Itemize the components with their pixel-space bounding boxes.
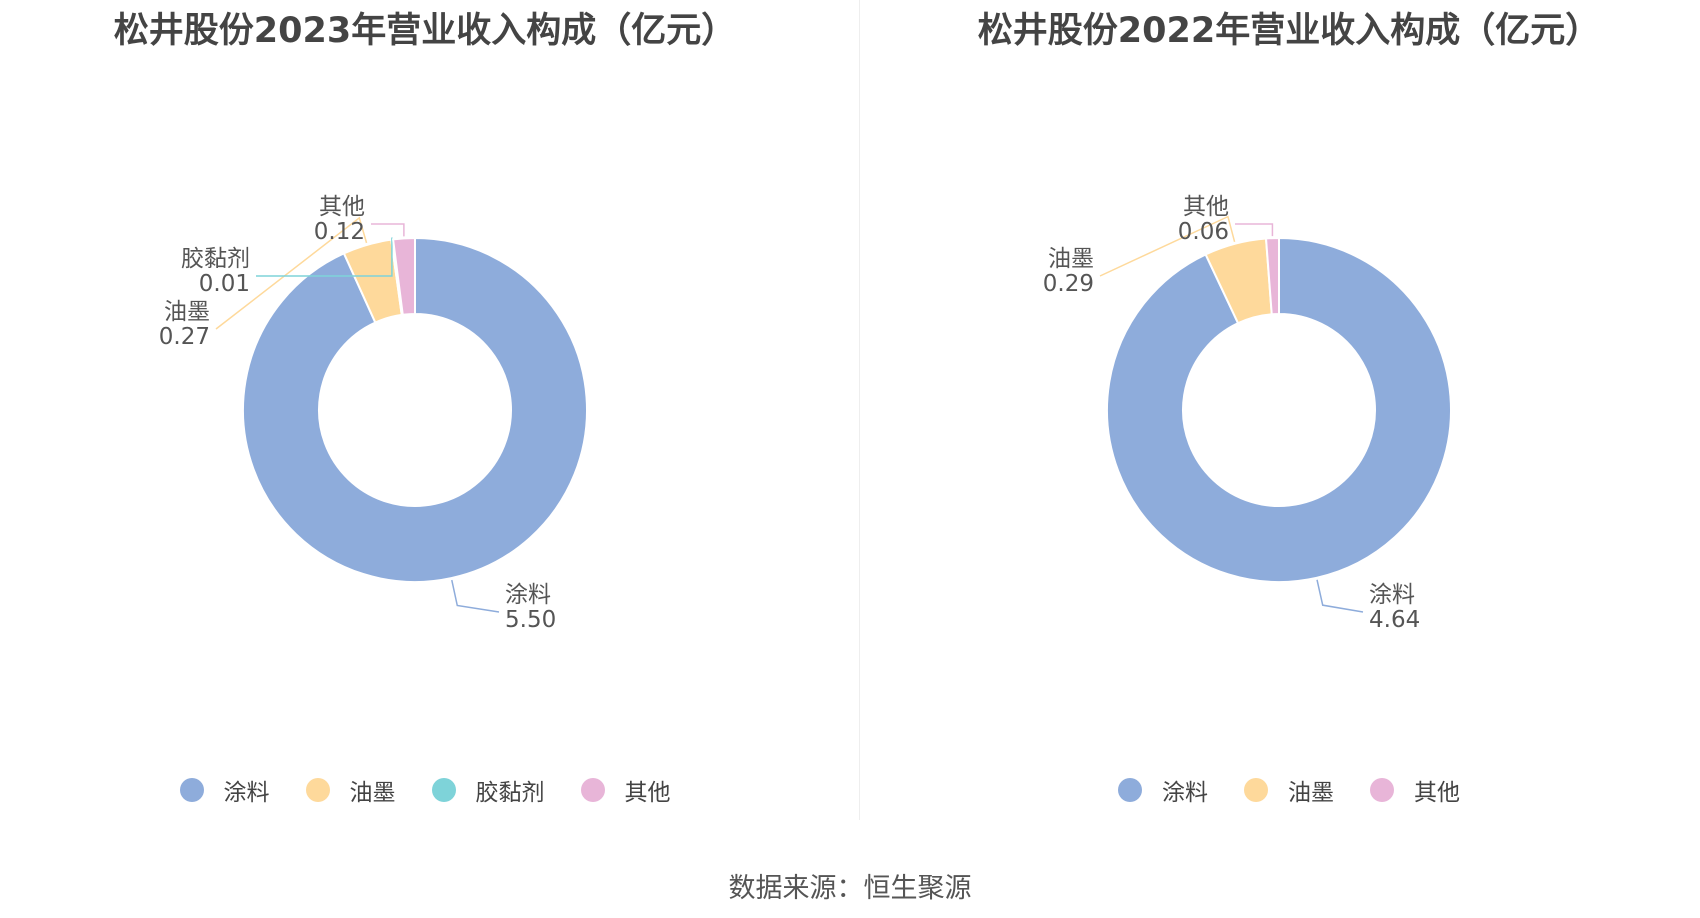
- legend-label: 涂料: [223, 780, 270, 806]
- legend-marker: [580, 778, 605, 802]
- legend-item[interactable]: 其他: [1370, 773, 1460, 807]
- slice-label-category: 油墨: [164, 299, 210, 325]
- panel-divider: [859, 0, 860, 820]
- slice-label-category: 涂料: [1369, 582, 1415, 608]
- leader-line: [256, 237, 393, 277]
- leader-line: [371, 223, 405, 237]
- slice-label-value: 0.06: [1178, 219, 1229, 245]
- slice-label-value: 0.12: [314, 219, 365, 245]
- slice-label-category: 涂料: [505, 582, 551, 608]
- legend-item[interactable]: 胶黏剂: [431, 773, 545, 807]
- leader-line: [1099, 215, 1236, 277]
- slice-label-value: 0.01: [199, 271, 250, 297]
- slice-label-category: 其他: [1183, 194, 1229, 220]
- legend-item[interactable]: 涂料: [179, 773, 270, 807]
- legend-item[interactable]: 油墨: [1244, 773, 1334, 807]
- legend-label: 胶黏剂: [475, 780, 545, 806]
- chart-panel-2022: 松井股份2022年营业收入构成（亿元） 涂料 4.64 油墨 0.29 其他 0.06 涂…: [864, 0, 1700, 820]
- chart-panel-2023: 松井股份2023年营业收入构成（亿元） 涂料 5.50 油墨 0.27 胶黏剂 0.01 其…: [0, 0, 850, 820]
- chart-title: 松井股份2022年营业收入构成（亿元）: [977, 11, 1601, 51]
- slice-label-category: 油墨: [1048, 246, 1094, 272]
- slice-label-value: 0.27: [159, 324, 210, 350]
- legend-marker: [179, 778, 204, 802]
- leader-line: [451, 579, 500, 613]
- legend-marker: [1370, 778, 1394, 802]
- chart-legend: 涂料 油墨 胶黏剂 其他: [0, 773, 850, 807]
- legend-item[interactable]: 其他: [580, 773, 671, 807]
- pie-slice-其他[interactable]: [1264, 236, 1280, 316]
- legend-label: 其他: [1414, 780, 1460, 806]
- legend-marker: [1118, 778, 1142, 802]
- legend-marker: [431, 778, 456, 802]
- leader-line: [1235, 223, 1274, 237]
- pie-slice-其他[interactable]: [391, 236, 416, 316]
- legend-label: 涂料: [1162, 780, 1208, 806]
- slice-label-value: 5.50: [505, 607, 556, 633]
- legend-label: 油墨: [1288, 780, 1334, 806]
- pie-slice-涂料[interactable]: [242, 236, 588, 583]
- legend-item[interactable]: 油墨: [305, 773, 396, 807]
- leader-line: [215, 216, 368, 330]
- slice-label-category: 胶黏剂: [181, 246, 250, 272]
- slice-label-category: 其他: [319, 194, 365, 220]
- slice-label-value: 0.29: [1043, 271, 1094, 297]
- pie-slice-涂料[interactable]: [1106, 236, 1452, 583]
- slice-label-value: 4.64: [1369, 607, 1420, 633]
- leader-line: [1316, 579, 1364, 613]
- legend-marker: [1244, 778, 1268, 802]
- donut-chart-2022: 涂料4.64 油墨0.29 其他0.06: [1043, 194, 1452, 633]
- legend-marker: [305, 778, 330, 802]
- legend-item[interactable]: 涂料: [1118, 773, 1208, 807]
- legend-label: 油墨: [349, 780, 396, 806]
- legend-label: 其他: [624, 780, 671, 806]
- data-source-name: 恒生聚源: [863, 873, 972, 904]
- data-source-label: 数据来源：: [728, 873, 864, 904]
- data-source-note: 数据来源：恒生聚源: [0, 866, 1700, 905]
- chart-title: 松井股份2023年营业收入构成（亿元）: [113, 11, 737, 51]
- chart-legend: 涂料 油墨 其他: [864, 773, 1700, 807]
